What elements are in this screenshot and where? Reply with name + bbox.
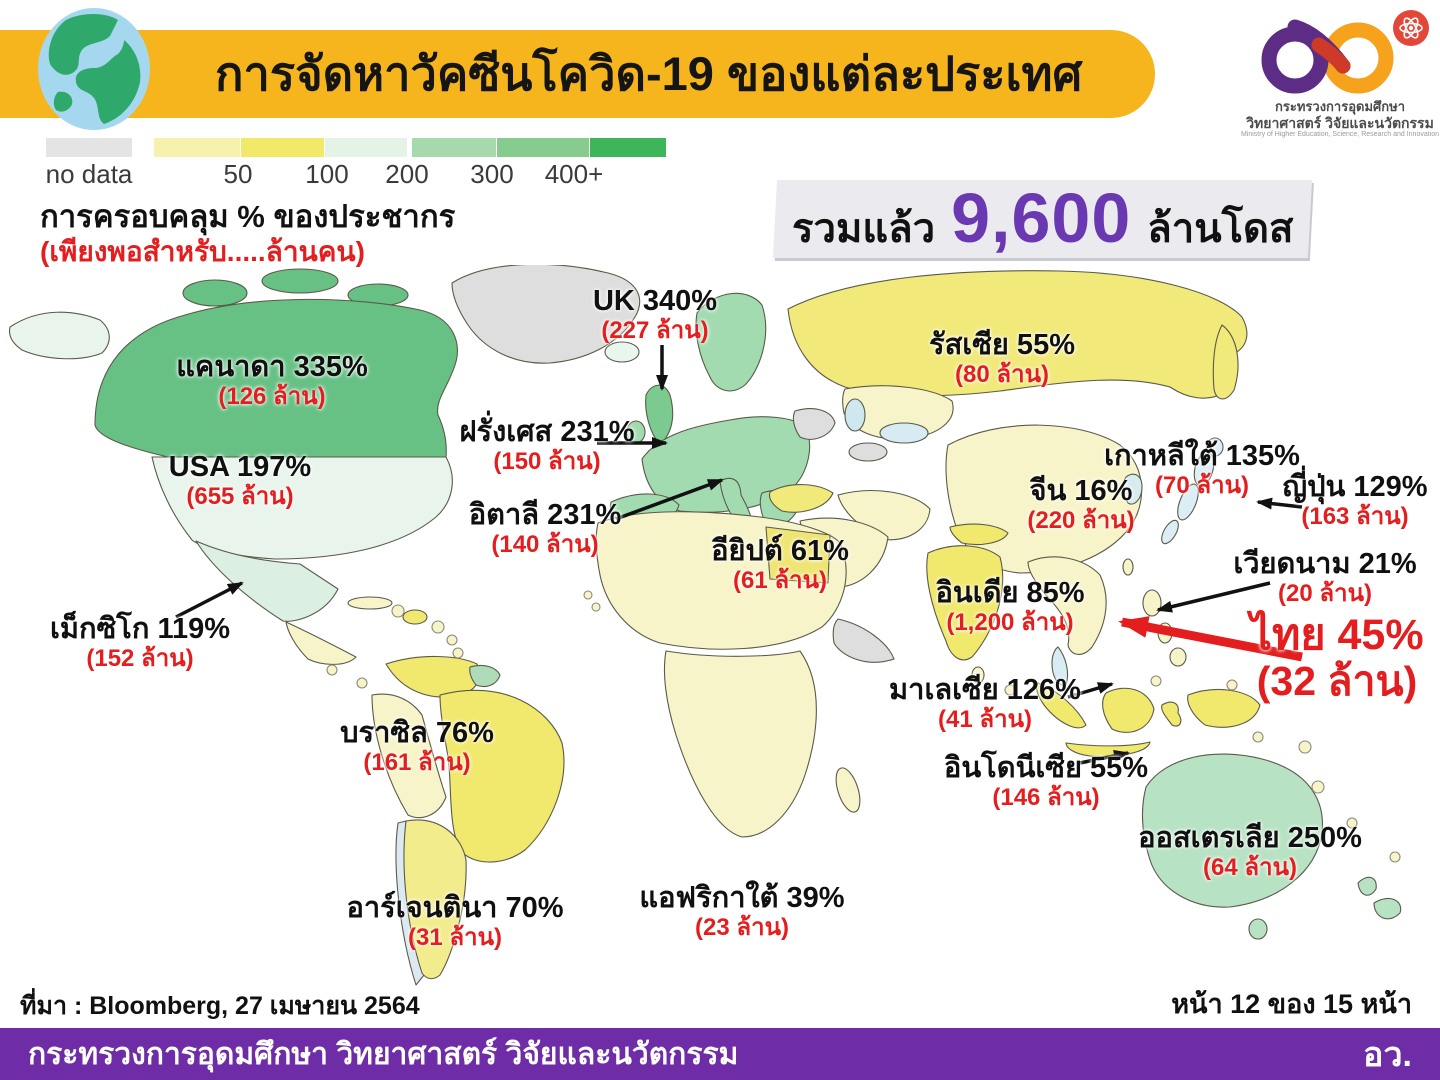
arrow-mexico (175, 581, 244, 619)
label-uk: UK 340% (227 ล้าน) (592, 285, 718, 344)
label-canada: แคนาดา 335% (126 ล้าน) (176, 351, 368, 410)
subtitle-line2: (เพียงพอสำหรับ.....ล้านคน) (40, 236, 365, 268)
subtitle: การครอบคลุม % ของประชากร (เพียงพอสำหรับ.… (40, 198, 455, 269)
legend-tick-200: 200 (385, 159, 429, 189)
country-south-korea (1122, 473, 1143, 505)
country-new-zealand (1357, 876, 1377, 896)
legend-swatch-no-data (46, 138, 132, 157)
country-brazil (439, 689, 565, 863)
world-map (8, 265, 1402, 986)
country-alaska (8, 311, 110, 360)
label-india: อินเดีย 85% (1,200 ล้าน) (935, 577, 1085, 636)
label-malaysia: มาเลเซีย 126% (41 ล้าน) (889, 674, 1081, 733)
label-mexico: เม็กซิโก 119% (152 ล้าน) (49, 613, 231, 672)
page-title: การจัดหาวัคซีนโควิด-19 ของแต่ละประเทศ (215, 47, 1083, 100)
country-iceland (604, 341, 640, 363)
total-suffix: ล้านโดส (1147, 207, 1294, 251)
legend-swatch-4 (412, 138, 496, 157)
ministry-logo: กระทรวงการอุดมศึกษา วิทยาศาสตร์ วิจัยและ… (1240, 8, 1440, 139)
label-thailand: ไทย 45% (32 ล้าน) (1250, 611, 1424, 705)
legend-ticks: no data 50 100 200 300 400+ (46, 157, 676, 189)
title-bar (0, 30, 1155, 118)
country-india (926, 545, 1004, 661)
arrow-italy (615, 478, 724, 521)
label-argentina: อาร์เจนตินา 70% (31 ล้าน) (346, 892, 564, 951)
label-vietnam: เวียดนาม 21% (20 ล้าน) (1233, 548, 1417, 607)
label-italy: อิตาลี 231% (140 ล้าน) (468, 499, 622, 558)
legend-swatch-2 (241, 138, 324, 157)
mhesi-logo-mark (1261, 10, 1429, 94)
legend-tick-50: 50 (223, 159, 253, 189)
total-doses-banner: รวมแล้ว 9,600 ล้านโดส (772, 179, 1313, 258)
label-china: จีน 16% (220 ล้าน) (1027, 475, 1135, 534)
legend-swatches (46, 138, 676, 157)
island-markers (326, 590, 1401, 863)
label-japan: ญี่ปุ่น 129% (163 ล้าน) (1282, 471, 1428, 530)
arrow-japan (1256, 497, 1303, 510)
label-south-korea: เกาหลีใต้ 135% (70 ล้าน) (1104, 440, 1300, 499)
total-value: 9,600 (950, 179, 1132, 257)
arrow-malaysia (1067, 682, 1114, 699)
source-citation: ที่มา : Bloomberg, 27 เมษายน 2564 (20, 992, 420, 1020)
region-europe (641, 416, 811, 513)
label-usa: USA 197% (655 ล้าน) (168, 451, 312, 510)
label-indonesia: อินโดนีเซีย 55% (146 ล้าน) (943, 752, 1149, 811)
map-color-legend: no data 50 100 200 300 400+ (46, 138, 676, 194)
country-argentina (403, 819, 467, 980)
country-mexico (195, 540, 339, 622)
subtitle-line1: การครอบคลุม % ของประชากร (40, 199, 456, 234)
country-egypt (765, 526, 831, 584)
legend-tick-100: 100 (305, 159, 349, 189)
arrow-vietnam (1156, 581, 1271, 613)
legend-tick-300: 300 (470, 159, 514, 189)
legend-no-data-label: no data (45, 159, 133, 189)
country-uk (645, 384, 674, 446)
logo-ministry-english: Ministry of Higher Education, Science, R… (1240, 131, 1440, 139)
footer-abbr: อว. (1363, 1036, 1412, 1074)
globe-icon (36, 6, 152, 137)
country-japan (1161, 437, 1224, 545)
arrow-thailand-highlight (1118, 616, 1303, 662)
legend-swatch-1 (154, 138, 240, 157)
atom-icon (1393, 10, 1429, 46)
country-australia (1142, 753, 1324, 908)
legend-tick-400plus: 400+ (544, 159, 604, 189)
country-malaysia (1051, 646, 1069, 686)
footer-bar: กระทรวงการอุดมศึกษา วิทยาศาสตร์ วิจัยและ… (0, 1028, 1440, 1080)
label-egypt: อียิปต์ 61% (61 ล้าน) (711, 535, 849, 594)
logo-ministry-line2: วิทยาศาสตร์ วิจัยและนวัตกรรม (1246, 114, 1434, 131)
country-usa (151, 456, 453, 560)
label-brazil: บราซิล 76% (161 ล้าน) (340, 717, 494, 776)
footer-ministry-text: กระทรวงการอุดมศึกษา วิทยาศาสตร์ วิจัยและ… (28, 1037, 739, 1071)
country-greenland (451, 265, 641, 364)
label-france: ฝรั่งเศส 231% (150 ล้าน) (459, 416, 635, 475)
legend-swatch-6 (590, 138, 666, 157)
region-indochina (1027, 556, 1107, 655)
legend-swatch-3 (325, 138, 407, 157)
page-indicator: หน้า 12 ของ 15 หน้า (1171, 989, 1412, 1019)
legend-swatch-5 (497, 138, 589, 157)
region-south-africa (663, 650, 817, 838)
country-turkey (768, 484, 834, 513)
logo-ministry-line1: กระทรวงการอุดมศึกษา (1275, 99, 1405, 114)
total-prefix: รวมแล้ว (791, 207, 935, 251)
arrow-indonesia (1079, 749, 1130, 765)
label-australia: ออสเตรเลีย 250% (64 ล้าน) (1138, 822, 1362, 881)
label-south-africa: แอฟริกาใต้ 39% (23 ล้าน) (639, 882, 845, 941)
label-russia: รัสเซีย 55% (80 ล้าน) (929, 329, 1075, 388)
